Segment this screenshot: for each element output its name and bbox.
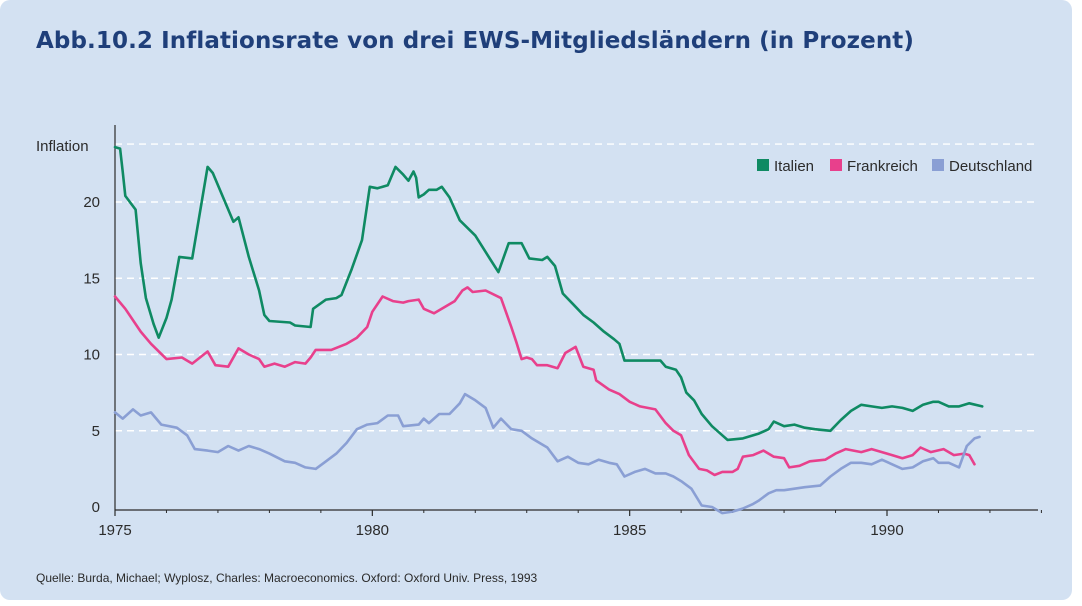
- series-line-deutschland: [113, 392, 981, 515]
- legend-swatch: [932, 159, 944, 171]
- y-tick-label: 20: [83, 194, 100, 211]
- x-tick-label: 1980: [356, 522, 389, 539]
- y-axis-label: Inflation: [36, 138, 89, 155]
- series-line-italien: [113, 145, 984, 442]
- x-axis-ticks: 1975 1980 1985 1990: [98, 510, 1042, 539]
- chart-title: Abb.10.2 Inflationsrate von drei EWS-Mit…: [36, 28, 914, 54]
- series-lines: [113, 145, 984, 515]
- x-tick-label: 1985: [613, 522, 646, 539]
- grid-lines: [115, 143, 1038, 432]
- legend-label: Italien: [774, 158, 814, 175]
- y-axis-ticks: 0 5 10 15 20: [83, 194, 100, 516]
- y-tick-label: 0: [92, 499, 100, 516]
- legend-swatch: [830, 159, 842, 171]
- series-line-frankreich: [113, 286, 976, 477]
- source-note: Quelle: Burda, Michael; Wyplosz, Charles…: [36, 571, 538, 585]
- y-tick-label: 15: [83, 270, 100, 287]
- x-tick-label: 1975: [98, 522, 131, 539]
- legend-swatch: [757, 159, 769, 171]
- x-tick-label: 1990: [870, 522, 903, 539]
- legend-label: Deutschland: [949, 158, 1032, 175]
- legend: Italien Frankreich Deutschland: [757, 158, 1032, 175]
- y-tick-label: 10: [83, 347, 100, 364]
- y-tick-label: 5: [92, 423, 100, 440]
- axes: [114, 125, 1038, 511]
- legend-label: Frankreich: [847, 158, 918, 175]
